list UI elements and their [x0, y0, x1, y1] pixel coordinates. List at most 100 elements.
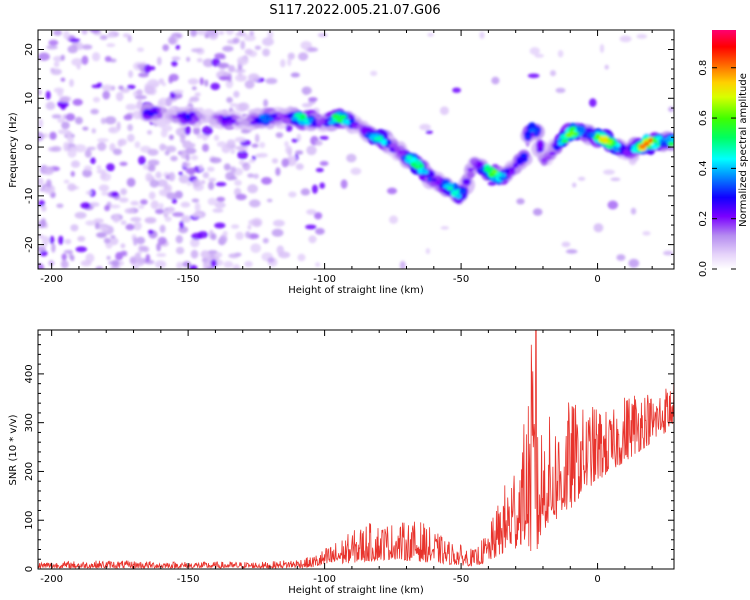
snr-series-line [38, 330, 674, 569]
ridge-blob [242, 120, 249, 126]
noise-blob [238, 146, 245, 152]
noise-blob [642, 231, 651, 236]
noise-blob [77, 42, 84, 51]
noise-blob [636, 34, 648, 39]
ridge-blob [189, 112, 195, 118]
noise-blob [215, 182, 227, 187]
noise-blob [235, 231, 244, 240]
noise-blob [81, 44, 93, 50]
noise-blob [168, 172, 176, 182]
ridge-blob [524, 130, 532, 137]
noise-blob [100, 172, 107, 179]
noise-blob [70, 171, 76, 177]
ridge-blob [300, 114, 306, 120]
noise-blob [180, 136, 186, 144]
noise-blob [565, 249, 578, 254]
noise-blob [262, 48, 270, 57]
noise-blob [308, 235, 317, 244]
noise-blob [185, 147, 197, 155]
noise-blob [191, 86, 197, 91]
noise-blob [184, 125, 191, 135]
snr-panel: -200 -150 -100 -50 0 0 100 200 300 400 Height of … [8, 329, 675, 596]
ridge-blob [443, 184, 449, 189]
noise-blob [216, 196, 226, 202]
noise-blob [516, 198, 525, 205]
noise-blob [205, 30, 218, 37]
noise-blob [128, 70, 134, 78]
noise-blob [134, 141, 141, 149]
noise-blob [247, 184, 258, 194]
noise-blob [156, 179, 168, 187]
noise-blob [295, 150, 304, 155]
noise-blob [57, 129, 70, 135]
noise-blob [118, 260, 124, 266]
noise-blob [122, 33, 130, 38]
noise-blob [230, 148, 236, 154]
noise-blob [222, 230, 228, 237]
noise-blob [158, 202, 164, 210]
ridge-blob [398, 150, 404, 155]
noise-blob [439, 106, 449, 115]
noise-blob [225, 79, 234, 89]
noise-blob [43, 184, 56, 194]
noise-blob [307, 47, 319, 52]
colorbar-label: Normalized spectral amplitude [738, 73, 749, 227]
noise-blob [190, 238, 200, 248]
noise-blob [663, 250, 674, 256]
noise-blob [288, 191, 297, 198]
ridge-blob [160, 108, 167, 114]
noise-blob [238, 160, 245, 165]
noise-blob [81, 30, 88, 35]
noise-blob [298, 52, 309, 61]
noise-blob [134, 252, 141, 262]
noise-blob [628, 258, 640, 268]
ridge-blob [378, 135, 384, 141]
noise-blob [74, 211, 87, 219]
noise-blob [226, 139, 236, 146]
noise-blob [190, 143, 196, 148]
x-tick-label: -200 [40, 574, 63, 585]
y-tick-label: 0 [24, 144, 35, 150]
ridge-blob [659, 142, 667, 148]
noise-blob [178, 171, 183, 176]
noise-blob [120, 243, 126, 249]
noise-blob [102, 90, 110, 100]
ridge-blob [275, 116, 282, 122]
noise-blob [193, 126, 201, 135]
noise-blob [109, 143, 116, 152]
noise-blob [238, 72, 243, 78]
noise-blob [38, 263, 45, 269]
noise-blob [189, 96, 200, 102]
noise-blob [99, 226, 109, 232]
noise-blob [130, 217, 142, 222]
spectrogram-x-axis-label: Height of straight line (km) [288, 285, 424, 296]
noise-blob [235, 193, 247, 201]
ridge-blob [249, 120, 258, 125]
noise-blob [170, 155, 178, 162]
noise-blob [247, 173, 255, 178]
ridge-blob [615, 142, 621, 148]
noise-blob [46, 45, 58, 50]
noise-blob [319, 182, 326, 189]
colorbar-tick-label: 0.0 [698, 261, 709, 277]
ridge-blob [328, 120, 335, 125]
colorbar-gradient [712, 30, 736, 269]
noise-blob [218, 76, 231, 81]
ridge-blob [594, 133, 601, 139]
noise-blob [101, 84, 113, 92]
noise-blob [136, 63, 147, 69]
ridge-blob [611, 141, 617, 146]
noise-blob [163, 209, 171, 215]
noise-blob [147, 148, 159, 156]
noise-blob [603, 169, 615, 175]
noise-blob [204, 79, 209, 87]
noise-blob [604, 64, 609, 70]
noise-blob [67, 45, 78, 54]
noise-blob [228, 176, 238, 181]
x-tick-label: -150 [177, 274, 200, 285]
noise-blob [206, 266, 215, 269]
noise-blob [300, 41, 312, 50]
noise-blob [61, 253, 67, 261]
noise-blob [171, 198, 177, 204]
